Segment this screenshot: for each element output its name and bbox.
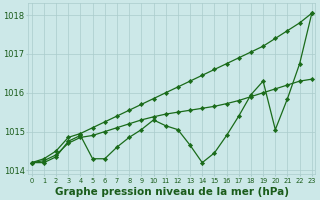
X-axis label: Graphe pression niveau de la mer (hPa): Graphe pression niveau de la mer (hPa) xyxy=(55,187,289,197)
